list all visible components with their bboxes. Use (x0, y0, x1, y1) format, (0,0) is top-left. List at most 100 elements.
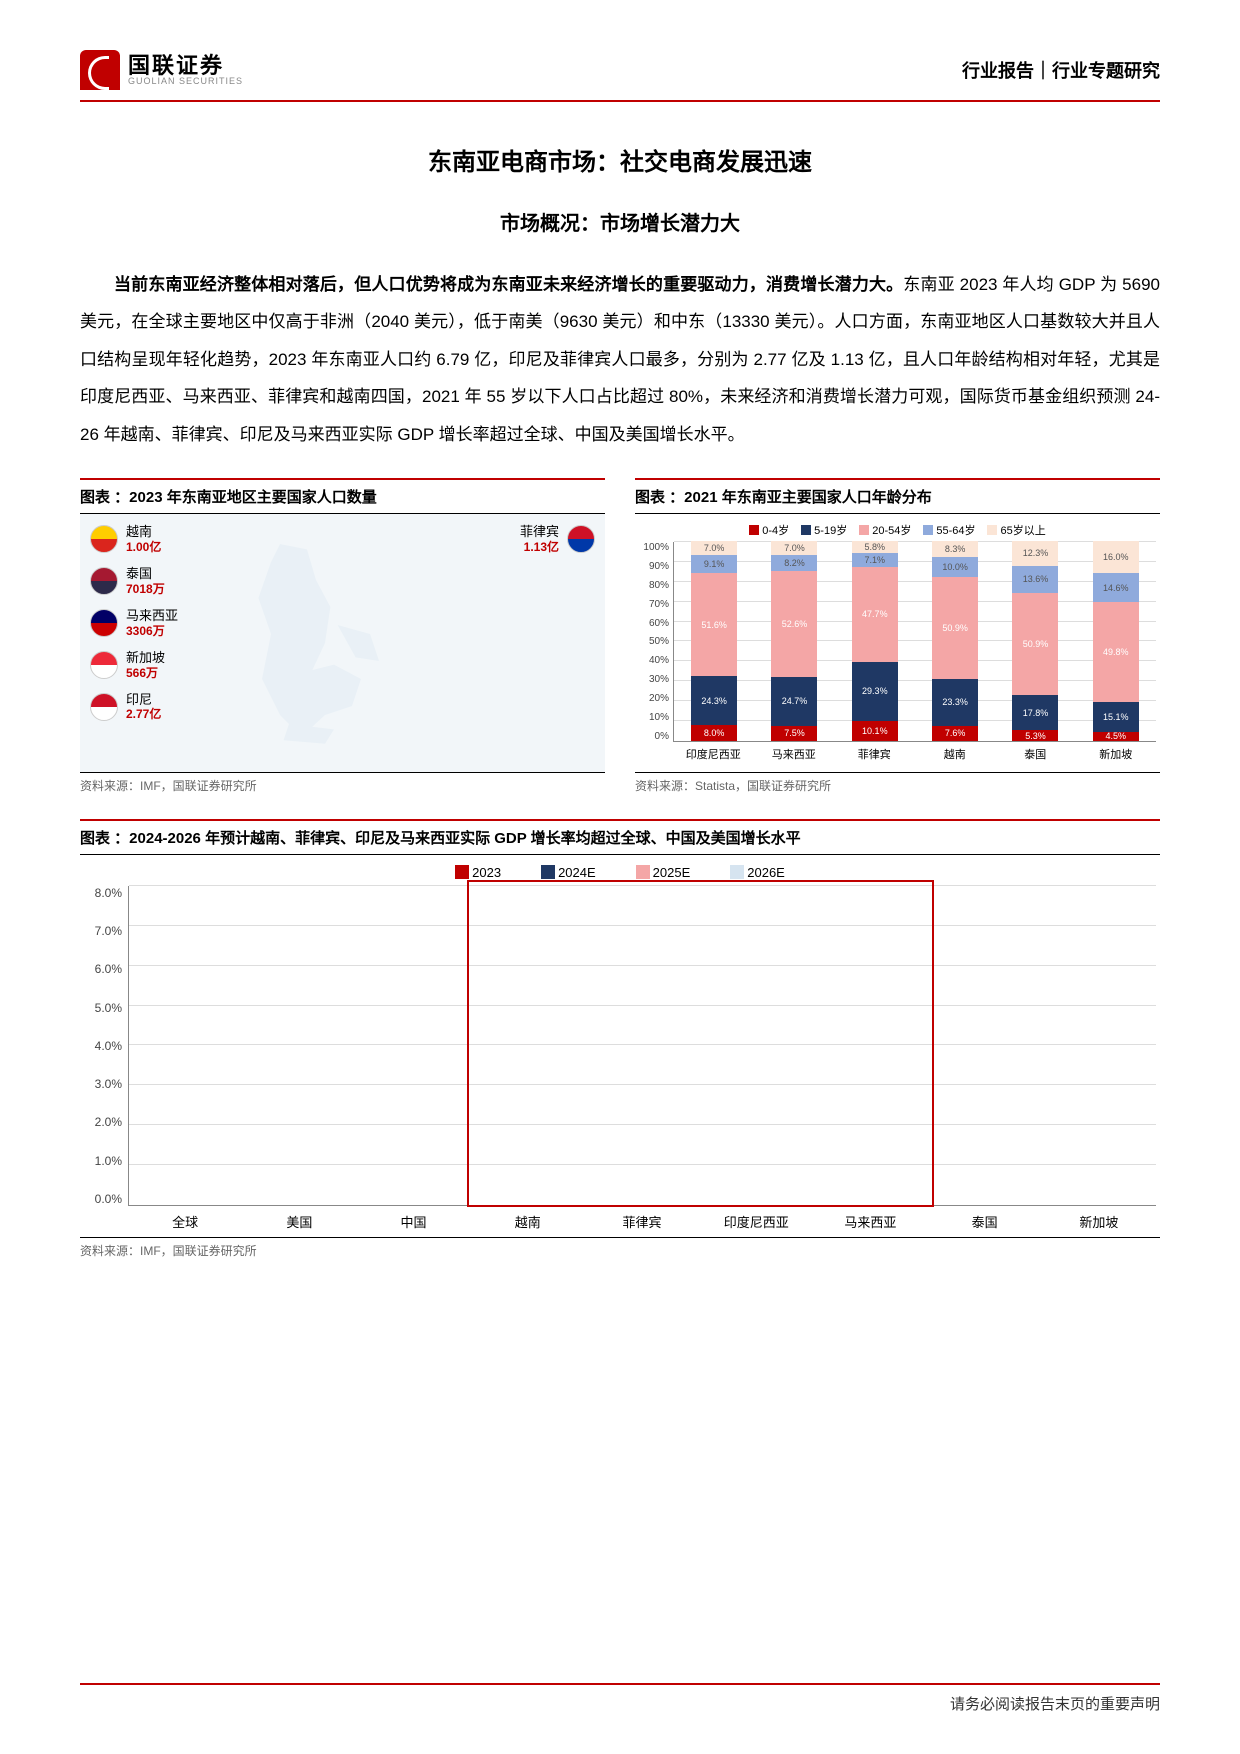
legend-item: 2023 (455, 865, 501, 880)
logo: 国联证券 GUOLIAN SECURITIES (80, 50, 243, 90)
legend-label: 2025E (653, 865, 691, 880)
xlabel: 美国 (242, 1212, 356, 1231)
xlabel: 越南 (471, 1212, 585, 1231)
gridline (129, 1005, 1156, 1006)
body-rest: 东南亚 2023 年人均 GDP 为 5690 美元，在全球主要地区中仅高于非洲… (80, 275, 1160, 444)
xlabel: 泰国 (995, 746, 1076, 762)
bar-segment: 51.6% (691, 573, 737, 676)
age-chart-bars: 8.0%24.3%51.6%9.1%7.0%7.5%24.7%52.6%8.2%… (673, 542, 1156, 742)
country-name: 菲律宾 (520, 524, 559, 540)
legend-label: 2023 (472, 865, 501, 880)
bar-segment: 49.8% (1093, 602, 1139, 702)
gridline (129, 925, 1156, 926)
bar-segment: 5.8% (852, 541, 898, 553)
body-paragraph: 当前东南亚经济整体相对落后，但人口优势将成为东南亚未来经济增长的重要驱动力，消费… (80, 266, 1160, 453)
flag-icon (567, 525, 595, 553)
bar-segment: 24.3% (691, 676, 737, 725)
footer-disclaimer: 请务必阅读报告末页的重要声明 (80, 1683, 1160, 1714)
population-item: 泰国7018万 (90, 566, 178, 596)
xlabel: 泰国 (928, 1212, 1042, 1231)
ytick: 4.0% (84, 1039, 122, 1053)
bar-segment: 13.6% (1012, 566, 1058, 593)
ytick: 60% (639, 618, 669, 629)
gridline (129, 965, 1156, 966)
bar-segment: 47.7% (852, 567, 898, 662)
bar-segment: 15.1% (1093, 702, 1139, 732)
age-chart-source: 资料来源：Statista，国联证券研究所 (635, 777, 1160, 794)
legend-item: 5-19岁 (801, 522, 847, 538)
bar-segment: 23.3% (932, 679, 978, 726)
gridline (674, 541, 1156, 542)
stacked-bar: 5.3%17.8%50.9%13.6%12.3% (1012, 541, 1058, 741)
legend-item: 0-4岁 (749, 522, 789, 538)
bar-segment: 7.5% (771, 726, 817, 741)
ytick: 40% (639, 655, 669, 666)
gdp-chart-legend: 2023 2024E 2025E 2026E (84, 865, 1156, 880)
gridline (674, 700, 1156, 701)
bar-segment: 9.1% (691, 555, 737, 573)
gdp-chart-bars (128, 886, 1156, 1206)
legend-label: 55-64岁 (936, 522, 975, 538)
legend-label: 65岁以上 (1000, 522, 1045, 538)
ytick: 10% (639, 712, 669, 723)
age-chart-xlabels: 印度尼西亚马来西亚菲律宾越南泰国新加坡 (673, 746, 1156, 762)
legend-label: 5-19岁 (814, 522, 847, 538)
header-category: 行业报告｜行业专题研究 (962, 57, 1160, 83)
legend-label: 2026E (747, 865, 785, 880)
legend-swatch (987, 525, 997, 535)
legend-item: 2024E (541, 865, 596, 880)
gridline (674, 660, 1156, 661)
ytick: 7.0% (84, 924, 122, 938)
gridline (674, 561, 1156, 562)
legend-swatch (730, 865, 744, 879)
logo-icon (80, 50, 120, 90)
bar-segment: 10.1% (852, 721, 898, 741)
legend-swatch (541, 865, 555, 879)
ytick: 5.0% (84, 1001, 122, 1015)
highlight-box (467, 880, 934, 1207)
gridline (129, 1044, 1156, 1045)
legend-item: 20-54岁 (859, 522, 911, 538)
legend-swatch (923, 525, 933, 535)
flag-icon (90, 525, 118, 553)
legend-swatch (749, 525, 759, 535)
population-item: 新加坡566万 (90, 650, 178, 680)
legend-label: 2024E (558, 865, 596, 880)
body-bold: 当前东南亚经济整体相对落后，但人口优势将成为东南亚未来经济增长的重要驱动力，消费… (114, 275, 903, 294)
ytick: 1.0% (84, 1154, 122, 1168)
age-chart-yaxis: 0%10%20%30%40%50%60%70%80%90%100% (639, 542, 673, 742)
flag-icon (90, 567, 118, 595)
bar-segment: 7.6% (932, 726, 978, 741)
bar-segment: 50.9% (1012, 593, 1058, 695)
population-item: 菲律宾1.13亿 (520, 524, 595, 554)
logo-text-cn: 国联证券 (128, 55, 243, 77)
gridline (129, 885, 1156, 886)
country-name: 泰国 (126, 566, 165, 582)
sea-map-icon (226, 533, 406, 753)
gdp-chart-source: 资料来源：IMF，国联证券研究所 (80, 1242, 1160, 1259)
bar-segment: 29.3% (852, 662, 898, 721)
ytick: 8.0% (84, 886, 122, 900)
bar-segment: 4.5% (1093, 732, 1139, 741)
population-value: 3306万 (126, 624, 178, 638)
legend-label: 20-54岁 (872, 522, 911, 538)
age-chart-title: 图表 ：2021 年东南亚主要国家人口年龄分布 (635, 478, 1160, 513)
ytick: 50% (639, 636, 669, 647)
ytick: 90% (639, 561, 669, 572)
xlabel: 菲律宾 (834, 746, 915, 762)
population-chart-body: 越南1.00亿泰国7018万马来西亚3306万新加坡566万印尼2.77亿 菲律… (80, 513, 605, 773)
stacked-bar: 7.6%23.3%50.9%10.0%8.3% (932, 541, 978, 741)
bar-segment: 7.0% (771, 541, 817, 555)
xlabel: 菲律宾 (585, 1212, 699, 1231)
bar-segment: 12.3% (1012, 541, 1058, 566)
legend-swatch (636, 865, 650, 879)
stacked-bar: 8.0%24.3%51.6%9.1%7.0% (691, 541, 737, 741)
bar-segment: 10.0% (932, 557, 978, 577)
country-name: 新加坡 (126, 650, 165, 666)
legend-swatch (801, 525, 811, 535)
gridline (674, 621, 1156, 622)
age-chart-body: 0-4岁5-19岁20-54岁55-64岁65岁以上 0%10%20%30%40… (635, 513, 1160, 773)
country-name: 印尼 (126, 692, 161, 708)
xlabel: 新加坡 (1076, 746, 1157, 762)
stacked-bar: 4.5%15.1%49.8%14.6%16.0% (1093, 541, 1139, 741)
